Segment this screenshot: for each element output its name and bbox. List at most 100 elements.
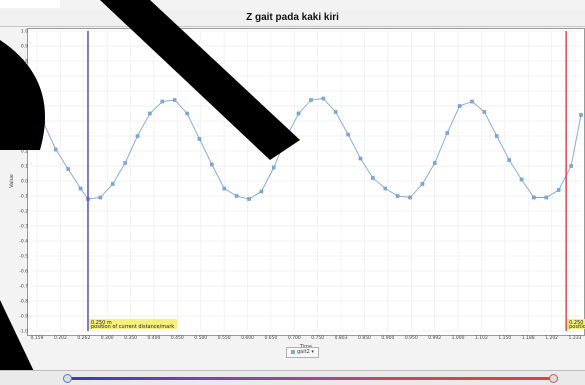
plot-area[interactable] bbox=[27, 28, 585, 336]
x-tick-label: 0.750 bbox=[311, 335, 324, 341]
data-point bbox=[532, 195, 536, 200]
legend-swatch bbox=[291, 349, 295, 354]
data-point bbox=[309, 98, 313, 102]
data-point bbox=[296, 111, 301, 116]
timeline-range-bar[interactable] bbox=[67, 377, 553, 380]
x-tick-label: 0.159 bbox=[31, 335, 44, 341]
y-tick-label: -0.9 bbox=[19, 314, 28, 320]
y-tick-label: -0.1 bbox=[19, 194, 28, 200]
timeline-end-handle[interactable] bbox=[549, 374, 558, 383]
y-tick-label: 1.0 bbox=[21, 29, 28, 35]
y-tick-label: -0.3 bbox=[19, 224, 28, 230]
data-point bbox=[78, 186, 83, 191]
data-point bbox=[383, 186, 388, 191]
data-point bbox=[66, 167, 70, 171]
cursor-sublabel-left: position of current distance/mark bbox=[91, 324, 174, 330]
cursor-tag-bg-right bbox=[567, 319, 585, 329]
data-point bbox=[272, 165, 276, 170]
cursor-tag-bg-left bbox=[88, 319, 177, 329]
timeline-scrubber[interactable] bbox=[0, 370, 585, 385]
data-point bbox=[556, 188, 561, 192]
x-tick-label: 1.202 bbox=[545, 335, 558, 341]
x-tick-label: 1.188 bbox=[522, 335, 535, 341]
overlay-black-band bbox=[100, 0, 300, 160]
data-point bbox=[495, 134, 499, 138]
x-tick-label: 0.500 bbox=[194, 335, 207, 341]
legend-label: gait2 ▾ bbox=[297, 349, 314, 355]
y-tick-label: -0.4 bbox=[19, 239, 28, 245]
y-tick-label: -0.8 bbox=[19, 299, 28, 305]
data-point bbox=[197, 137, 202, 141]
x-tick-label: 1.000 bbox=[452, 335, 465, 341]
overlay-mask-top-left bbox=[0, 0, 60, 8]
x-tick-label: 1.233 bbox=[569, 335, 582, 341]
overlay-black-arc bbox=[0, 40, 45, 150]
series-line bbox=[30, 98, 582, 200]
x-tick-label: 0.600 bbox=[241, 335, 254, 341]
data-point bbox=[470, 99, 474, 104]
x-tick-label: 1.102 bbox=[475, 335, 488, 341]
x-tick-label: 0.950 bbox=[405, 335, 418, 341]
data-point bbox=[148, 111, 152, 116]
x-tick-label: 0.450 bbox=[171, 335, 184, 341]
y-tick-label: -1.0 bbox=[19, 329, 28, 335]
data-point bbox=[247, 197, 251, 201]
y-tick-label: -0.6 bbox=[19, 269, 28, 275]
y-tick-label: 0.0 bbox=[21, 179, 28, 185]
cursor-value-left: 0.250 m bbox=[91, 320, 112, 326]
y-tick-label: -0.7 bbox=[19, 284, 28, 290]
overlay-black-corner bbox=[0, 300, 40, 384]
data-point bbox=[259, 189, 264, 194]
y-tick-label: 0.2 bbox=[21, 149, 28, 155]
y-axis-label: Value bbox=[9, 174, 15, 188]
data-point bbox=[222, 186, 226, 191]
x-tick-label: 0.400 bbox=[148, 335, 161, 341]
data-point bbox=[395, 194, 400, 198]
x-tick-label: 0.350 bbox=[124, 335, 137, 341]
data-point bbox=[54, 147, 58, 152]
x-tick-label: 0.300 bbox=[101, 335, 114, 341]
data-point bbox=[519, 177, 524, 182]
data-point bbox=[321, 96, 326, 101]
data-point bbox=[445, 131, 449, 135]
y-tick-label: 0.9 bbox=[21, 44, 28, 50]
timeline-start-handle[interactable] bbox=[63, 374, 72, 383]
data-point bbox=[234, 194, 239, 198]
y-tick-label: -0.5 bbox=[19, 254, 28, 260]
data-point bbox=[98, 195, 103, 200]
x-tick-label: 0.900 bbox=[381, 335, 394, 341]
x-tick-label: 0.700 bbox=[288, 335, 301, 341]
data-point bbox=[482, 110, 487, 114]
x-tick-label: 0.550 bbox=[218, 335, 231, 341]
x-tick-label: 0.992 bbox=[428, 335, 441, 341]
data-point bbox=[507, 158, 511, 162]
y-tick-label: 0.1 bbox=[21, 164, 28, 170]
legend[interactable]: gait2 ▾ bbox=[286, 347, 319, 358]
x-tick-label: 0.803 bbox=[335, 335, 348, 341]
data-point bbox=[135, 134, 140, 138]
data-point bbox=[123, 161, 127, 165]
cursor-value-right: 0.250 m bbox=[569, 320, 585, 326]
data-point bbox=[358, 156, 363, 161]
x-tick-label: 0.650 bbox=[264, 335, 277, 341]
data-point bbox=[346, 132, 350, 137]
data-point bbox=[579, 113, 583, 117]
data-point bbox=[333, 110, 338, 114]
data-point bbox=[371, 176, 375, 180]
data-point bbox=[433, 161, 437, 165]
data-point bbox=[569, 164, 573, 168]
data-point bbox=[544, 195, 549, 200]
x-tick-label: 0.202 bbox=[54, 335, 67, 341]
data-point bbox=[160, 99, 165, 104]
data-point bbox=[420, 182, 425, 186]
x-tick-label: 0.850 bbox=[358, 335, 371, 341]
data-point bbox=[457, 104, 462, 108]
x-tick-label: 0.262 bbox=[77, 335, 90, 341]
data-point bbox=[172, 98, 177, 102]
y-tick-label: -0.2 bbox=[19, 209, 28, 215]
data-point bbox=[111, 182, 115, 186]
data-point bbox=[185, 111, 189, 116]
data-point bbox=[210, 162, 214, 167]
